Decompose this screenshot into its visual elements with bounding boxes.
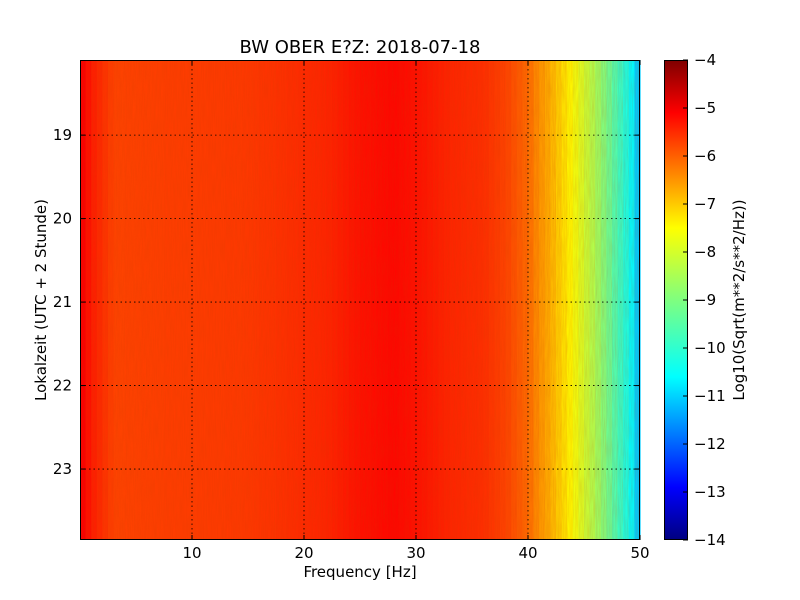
grid-lines — [80, 60, 640, 540]
colorbar-ticks: −4 −5 −6 −7 −8 −9 −10 −11 −12 −13 −14 — [683, 51, 726, 549]
chart-title: BW OBER E?Z: 2018-07-18 — [240, 37, 481, 58]
y-tick-label: 22 — [53, 377, 72, 395]
y-tick-label: 23 — [53, 460, 72, 478]
y-tick-label: 20 — [53, 210, 72, 228]
x-axis-label: Frequency [Hz] — [303, 563, 416, 581]
y-tick-label: 19 — [53, 126, 72, 144]
plot-area: 10 20 30 40 50 19 20 21 22 23 — [53, 60, 650, 562]
x-tick-label: 50 — [630, 544, 649, 562]
colorbar-tick-label: −9 — [694, 291, 716, 309]
y-axis-label: Lokalzeit (UTC + 2 Stunde) — [32, 199, 50, 401]
y-tick-label: 21 — [53, 293, 72, 311]
y-axis-ticks: 19 20 21 22 23 — [53, 126, 640, 478]
colorbar-tick-label: −8 — [694, 243, 716, 261]
colorbar-tick-label: −11 — [694, 387, 726, 405]
x-tick-label: 30 — [406, 544, 425, 562]
x-tick-label: 40 — [518, 544, 537, 562]
x-axis-ticks: 10 20 30 40 50 — [182, 60, 650, 562]
colorbar-tick-label: −13 — [694, 483, 726, 501]
colorbar-tick-label: −6 — [694, 147, 716, 165]
colorbar: −4 −5 −6 −7 −8 −9 −10 −11 −12 −13 −14 — [664, 51, 726, 549]
x-tick-label: 10 — [182, 544, 201, 562]
plot-frame — [80, 60, 640, 540]
colorbar-tick-label: −7 — [694, 195, 716, 213]
colorbar-tick-label: −4 — [694, 51, 716, 69]
colorbar-tick-label: −12 — [694, 435, 726, 453]
heatmap-texture — [81, 61, 639, 540]
colorbar-tick-label: −5 — [694, 99, 716, 117]
colorbar-tick-label: −10 — [694, 339, 726, 357]
x-tick-label: 20 — [294, 544, 313, 562]
colorbar-label: Log10(Sqrt(m**2/s**2/Hz)) — [730, 199, 748, 400]
colorbar-tick-label: −14 — [694, 531, 726, 549]
